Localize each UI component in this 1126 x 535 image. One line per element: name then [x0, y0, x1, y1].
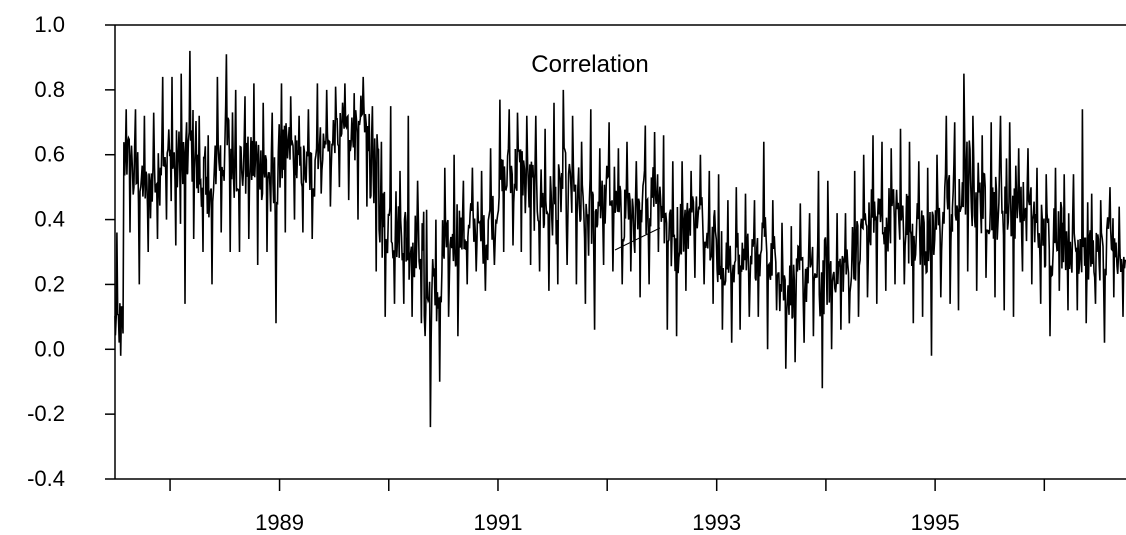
y-tick-label: -0.4 — [27, 466, 65, 491]
x-axis: 1989 1991 1993 1995 — [169, 479, 1046, 535]
y-tick-label: 0.2 — [34, 271, 65, 296]
series-name-label: Correlation — [531, 51, 648, 78]
y-tick-label: -0.2 — [27, 401, 65, 426]
label-pointer-line — [614, 227, 661, 251]
y-axis: 1.0 0.8 0.6 0.4 0.2 0.0 -0.2 -0.4 — [27, 12, 115, 491]
x-tick-label: 1993 — [692, 510, 741, 535]
plot-frame — [114, 24, 1126, 480]
y-tick-label: 0.4 — [34, 207, 65, 232]
y-tick-label: 0.8 — [34, 77, 65, 102]
y-tick-label: 1.0 — [34, 12, 65, 37]
series-layer — [114, 50, 1126, 428]
x-tick-label: 1989 — [255, 510, 304, 535]
x-tick-label: 1991 — [474, 510, 523, 535]
x-tick-label: 1995 — [911, 510, 960, 535]
y-tick-label: 0.0 — [34, 336, 65, 361]
series-line-correlation — [114, 50, 1126, 428]
y-tick-label: 0.6 — [34, 142, 65, 167]
